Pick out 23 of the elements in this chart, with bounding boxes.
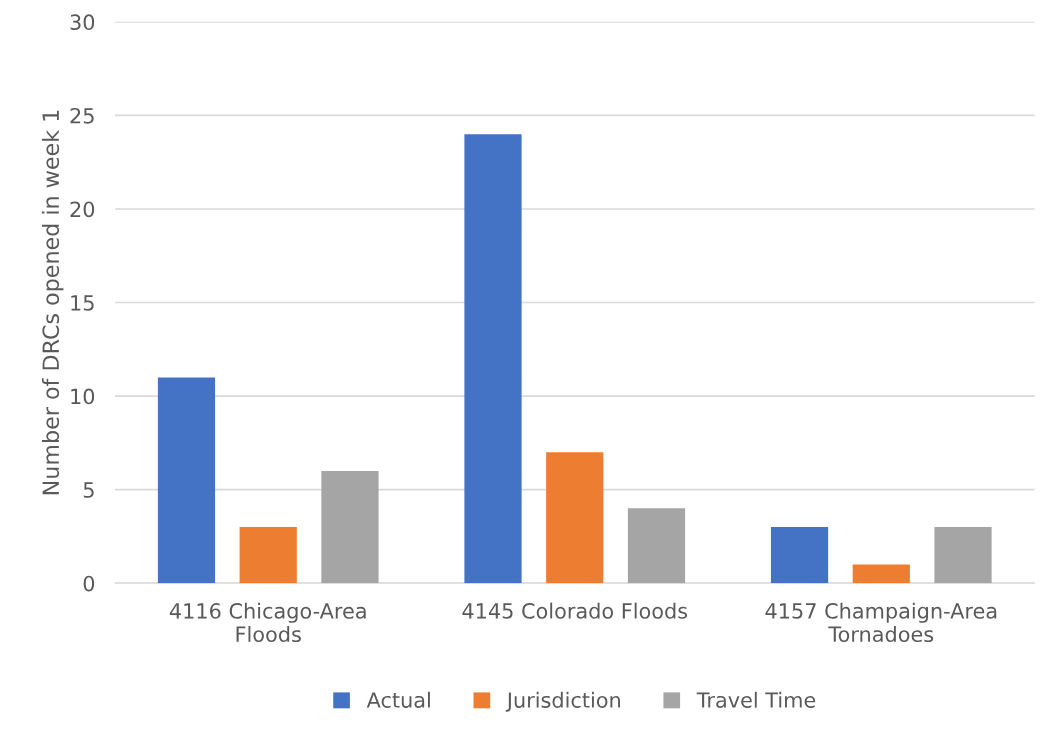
y-tick-label: 20 [70, 201, 95, 218]
legend-label: Jurisdiction [505, 691, 620, 712]
x-tick-label: 4157 Champaign-Area Tornadoes [765, 602, 997, 643]
y-tick-label: 5 [83, 482, 94, 498]
y-tick-label: 10 [71, 388, 95, 405]
bar [321, 470, 379, 584]
legend-label: Travel Time [696, 691, 816, 708]
y-tick-label: 30 [70, 14, 95, 31]
bar [464, 134, 522, 584]
bar [934, 527, 992, 584]
y-tick-label: 15 [71, 295, 94, 311]
bar [157, 377, 216, 584]
bar [239, 527, 297, 584]
bar [770, 527, 829, 584]
bar [546, 452, 604, 584]
y-tick-label: 0 [83, 575, 95, 592]
y-tick-label: 25 [70, 107, 94, 124]
bar [627, 508, 686, 584]
legend-label: Actual [366, 691, 430, 708]
x-tick-label: 4145 Colorado Floods [462, 602, 688, 619]
y-axis-title: Number of DRCs opened in week 1 [41, 110, 64, 495]
x-tick-label: 4116 Chicago-Area Floods [169, 602, 366, 643]
bar [852, 564, 910, 584]
